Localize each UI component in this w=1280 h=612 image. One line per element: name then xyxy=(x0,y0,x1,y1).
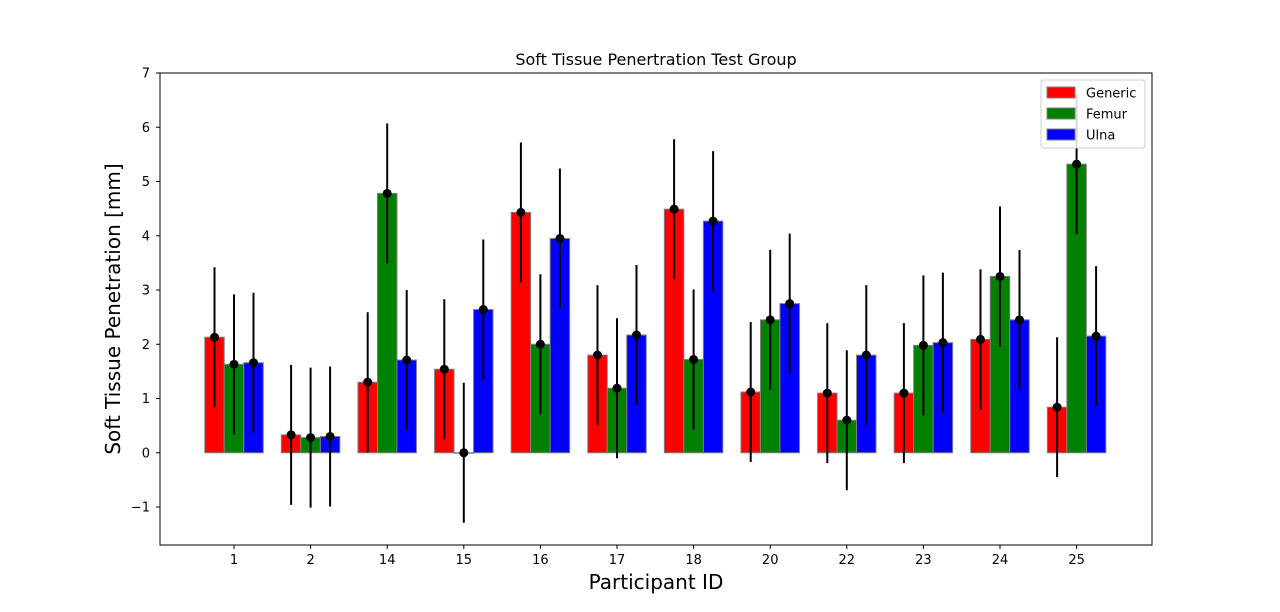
point-generic-16 xyxy=(516,207,526,217)
point-femur-1 xyxy=(229,359,239,369)
y-tick-label: 2 xyxy=(142,338,150,353)
legend-label-generic: Generic xyxy=(1086,87,1136,102)
error-bars-layer xyxy=(210,94,1101,523)
point-ulna-18 xyxy=(708,216,718,226)
y-tick-label: 4 xyxy=(142,229,150,244)
point-generic-15 xyxy=(439,364,449,374)
point-generic-23 xyxy=(899,388,909,398)
point-ulna-16 xyxy=(555,233,565,243)
plot-frame xyxy=(159,72,1153,546)
x-axis-label: Participant ID xyxy=(589,570,724,594)
x-tick-label: 15 xyxy=(456,553,473,568)
y-axis-label: Soft Tissue Penetration [mm] xyxy=(101,163,125,454)
y-tick-label: 6 xyxy=(142,121,150,136)
point-ulna-17 xyxy=(632,330,641,340)
y-tick-label: 5 xyxy=(142,175,150,190)
x-tick-label: 2 xyxy=(306,553,314,568)
x-tick-label: 16 xyxy=(532,553,549,568)
y-tick-label: 0 xyxy=(142,446,150,461)
y-tick-label: 3 xyxy=(142,284,150,299)
point-generic-22 xyxy=(822,388,832,398)
x-tick-label: 20 xyxy=(762,553,779,568)
point-ulna-2 xyxy=(325,431,335,441)
point-generic-20 xyxy=(746,387,756,397)
point-generic-25 xyxy=(1052,402,1062,412)
chart-title: Soft Tissue Penertration Test Group xyxy=(515,50,796,69)
point-femur-18 xyxy=(689,354,699,364)
point-femur-16 xyxy=(535,339,545,349)
point-generic-2 xyxy=(286,430,296,440)
point-generic-18 xyxy=(669,204,679,214)
x-tick-label: 18 xyxy=(685,553,702,568)
bars-layer xyxy=(204,163,1107,454)
point-generic-1 xyxy=(210,332,219,342)
x-tick-label: 22 xyxy=(839,553,856,568)
point-ulna-23 xyxy=(938,338,948,348)
point-femur-25 xyxy=(1072,159,1082,169)
point-ulna-25 xyxy=(1091,331,1101,341)
point-ulna-20 xyxy=(785,299,795,309)
legend-label-femur: Femur xyxy=(1086,108,1128,123)
point-femur-24 xyxy=(995,271,1005,281)
point-femur-22 xyxy=(842,415,852,425)
point-femur-15 xyxy=(459,448,469,458)
x-tick-label: 25 xyxy=(1068,553,1085,568)
point-generic-24 xyxy=(976,334,985,344)
point-ulna-14 xyxy=(402,355,412,365)
legend-swatch-ulna xyxy=(1046,128,1076,141)
x-tick-label: 14 xyxy=(379,553,396,568)
point-femur-20 xyxy=(765,315,775,325)
legend-label-ulna: Ulna xyxy=(1086,129,1115,144)
legend-swatch-generic xyxy=(1046,86,1076,99)
point-femur-14 xyxy=(382,188,392,198)
x-tick-label: 23 xyxy=(915,553,932,568)
legend: Generic Femur Ulna xyxy=(1040,79,1146,149)
point-femur-17 xyxy=(612,383,622,393)
point-femur-2 xyxy=(306,433,316,443)
point-femur-23 xyxy=(918,340,928,350)
x-tick-label: 1 xyxy=(230,553,238,568)
point-ulna-15 xyxy=(478,305,488,315)
point-ulna-24 xyxy=(1015,315,1024,325)
point-ulna-1 xyxy=(249,358,258,368)
y-tick-label: 7 xyxy=(142,67,150,82)
legend-swatch-femur xyxy=(1046,107,1076,120)
y-tick-label: −1 xyxy=(131,501,150,516)
point-generic-14 xyxy=(363,377,373,387)
x-tick-label: 24 xyxy=(992,553,1009,568)
y-tick-label: 1 xyxy=(142,392,150,407)
point-ulna-22 xyxy=(861,350,871,360)
x-tick-label: 17 xyxy=(609,553,626,568)
point-generic-17 xyxy=(593,350,602,360)
